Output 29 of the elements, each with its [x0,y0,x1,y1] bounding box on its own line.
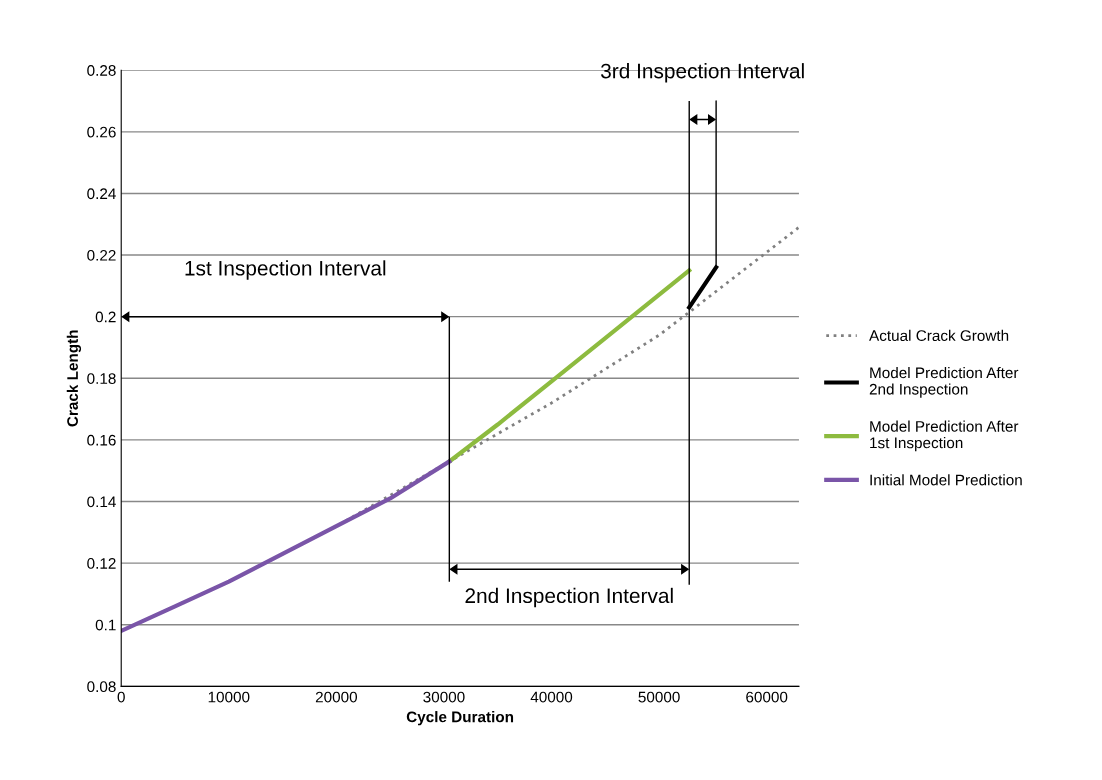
y-axis-title: Crack Length [66,330,82,427]
y-tick-label: 0.1 [95,619,116,631]
x-tick-label: 0 [117,691,125,703]
legend-label: Initial Model Prediction [870,474,1022,486]
y-tick-label: 0.18 [87,373,116,384]
annotation: 1st Inspection Interval [185,260,386,280]
y-tick-label: 0.28 [87,65,116,76]
x-axis-title: Cycle Duration [406,711,514,726]
y-tick-label: 0.24 [87,188,116,200]
y-tick-label: 0.16 [87,434,116,446]
x-tick-label: 10000 [208,691,250,703]
legend-label: Actual Crack Growth [869,329,1009,342]
y-tick-label: 0.2 [95,311,116,323]
y-tick-label: 0.08 [87,681,116,693]
x-tick-label: 50000 [638,691,680,703]
line-series [447,268,692,464]
x-tick-label: 20000 [315,691,358,703]
annotation: 2nd Inspection Interval [465,587,673,608]
legend-label: Model Prediction After 1st Inspection [870,420,1019,452]
legend-label: Model Prediction After 2nd Inspection [869,366,1019,398]
y-tick-label: 0.22 [87,249,116,261]
y-tick-label: 0.14 [87,496,116,508]
y-tick-label: 0.12 [87,558,116,569]
line-series [121,459,452,634]
y-tick-label: 0.26 [87,126,116,138]
annotation: 3rd Inspection Interval [600,63,804,83]
x-tick-label: 60000 [746,691,788,703]
x-tick-label: 40000 [530,691,573,703]
x-tick-label: 30000 [423,691,465,703]
